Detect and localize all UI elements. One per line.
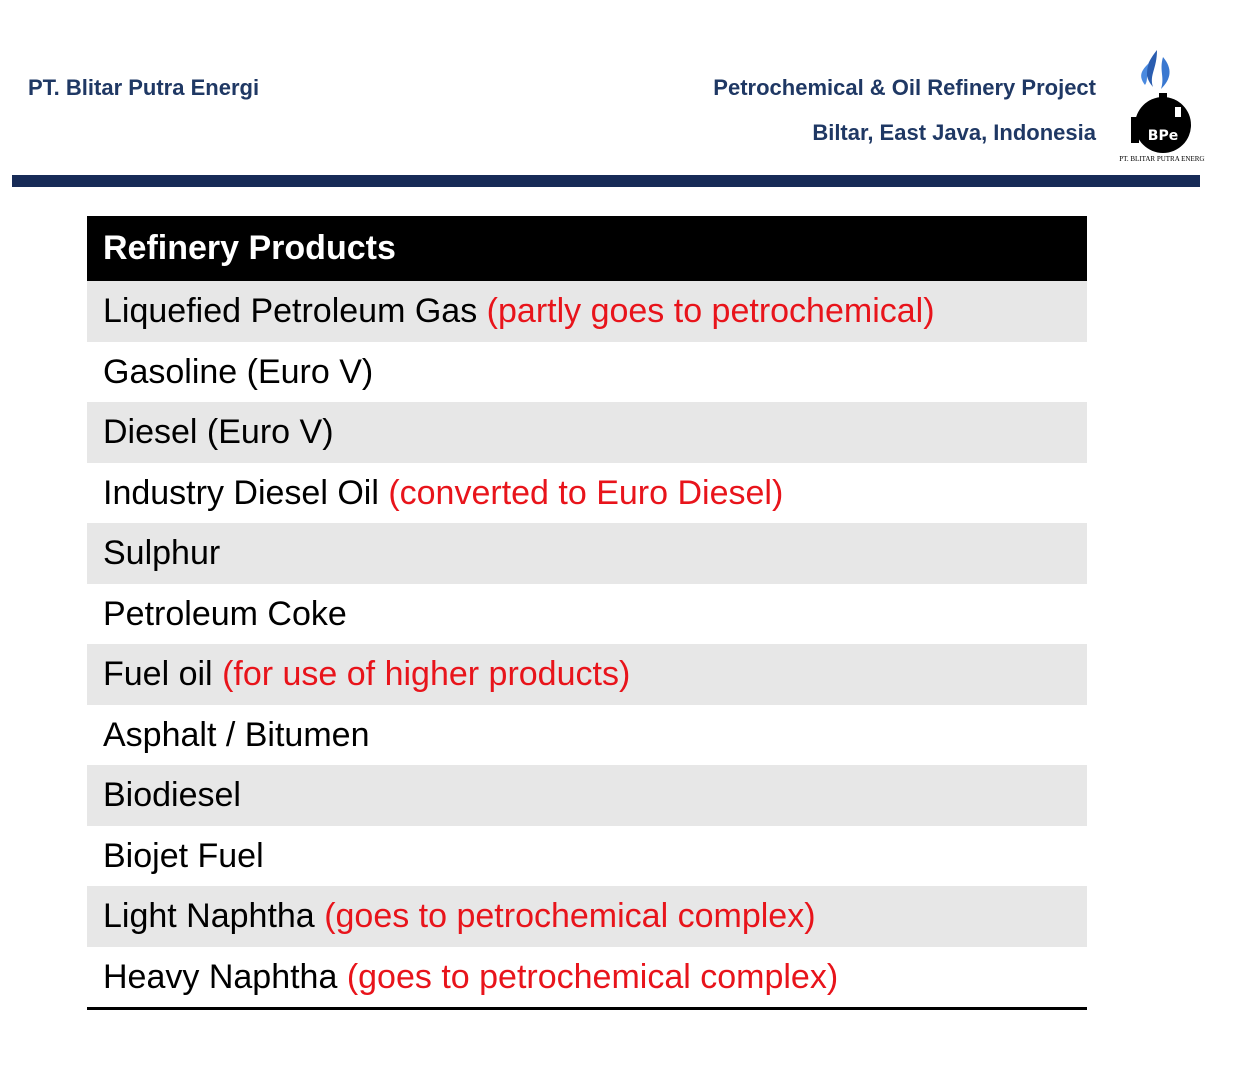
product-name: Liquefied Petroleum Gas xyxy=(103,292,478,330)
product-name: Biodiesel xyxy=(103,776,241,814)
table-row: Heavy Naphtha (goes to petrochemical com… xyxy=(87,947,1087,1008)
table-title: Refinery Products xyxy=(87,216,1087,281)
table-row: Asphalt / Bitumen xyxy=(87,705,1087,766)
company-name: PT. Blitar Putra Energi xyxy=(28,75,260,100)
product-note: (for use of higher products) xyxy=(222,655,631,693)
logo: BPe PT. BLITAR PUTRA ENERGI xyxy=(1119,50,1205,163)
product-name: Asphalt / Bitumen xyxy=(103,715,370,754)
product-name: Biojet Fuel xyxy=(103,836,264,875)
product-name: Petroleum Coke xyxy=(103,594,347,633)
table-row: Fuel oil (for use of higher products) xyxy=(87,644,1087,705)
product-name: Sulphur xyxy=(103,534,221,572)
table-row: Light Naphtha (goes to petrochemical com… xyxy=(87,886,1087,947)
product-note: (converted to Euro Diesel) xyxy=(388,473,784,512)
product-name: Fuel oil xyxy=(103,655,213,693)
product-name: Gasoline (Euro V) xyxy=(103,352,374,391)
table-row: Biojet Fuel xyxy=(87,826,1087,887)
header-bar xyxy=(12,175,1200,187)
product-note: (partly goes to petrochemical) xyxy=(486,292,935,330)
logo-mark: BPe xyxy=(1148,128,1178,144)
product-note: (goes to petrochemical complex) xyxy=(324,897,816,935)
product-name: Heavy Naphtha xyxy=(103,957,338,996)
product-name: Light Naphtha xyxy=(103,897,315,935)
table-row: Industry Diesel Oil (converted to Euro D… xyxy=(87,463,1087,524)
table-row: Sulphur xyxy=(87,523,1087,584)
table-row: Liquefied Petroleum Gas (partly goes to … xyxy=(87,281,1087,342)
table-row: Petroleum Coke xyxy=(87,584,1087,645)
product-name: Industry Diesel Oil xyxy=(103,473,379,512)
project-title: Petrochemical & Oil Refinery Project xyxy=(713,75,1096,100)
table-row: Gasoline (Euro V) xyxy=(87,342,1087,403)
project-location: Biltar, East Java, Indonesia xyxy=(812,120,1096,145)
table-row: Biodiesel xyxy=(87,765,1087,826)
product-name: Diesel (Euro V) xyxy=(103,413,334,451)
logo-ring: PT. BLITAR PUTRA ENERGI xyxy=(1119,155,1205,163)
table-row: Diesel (Euro V) xyxy=(87,402,1087,463)
products-table: Refinery Products Liquefied Petroleum Ga… xyxy=(87,216,1087,1010)
product-note: (goes to petrochemical complex) xyxy=(346,957,839,996)
